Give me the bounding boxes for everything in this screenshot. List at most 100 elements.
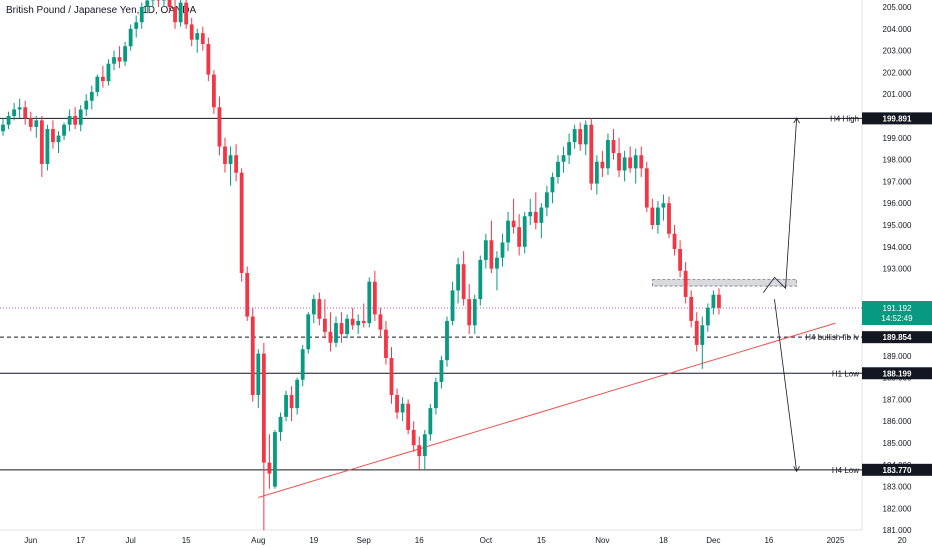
- candle-body: [184, 2, 189, 25]
- candle-body: [378, 314, 383, 330]
- candle-body: [28, 118, 33, 127]
- candle-body: [567, 142, 571, 156]
- candle-body: [622, 157, 627, 171]
- candle-body: [689, 296, 694, 321]
- candle-body: [633, 155, 638, 169]
- candle-body: [500, 242, 505, 258]
- candle-body: [617, 153, 621, 171]
- level-label: H4 High: [830, 114, 859, 123]
- y-tick-label: 198.000: [883, 156, 912, 165]
- current-price-label: 191.192: [883, 304, 912, 313]
- candle-body: [217, 107, 222, 147]
- candle-body: [195, 33, 200, 40]
- candle-body: [528, 211, 533, 217]
- candle-body: [389, 357, 394, 396]
- x-tick-label: 16: [415, 536, 424, 545]
- level-value-label: 199.891: [883, 114, 912, 123]
- candle-body: [667, 203, 671, 234]
- candle-body: [495, 257, 499, 269]
- candle-body: [467, 299, 472, 326]
- candle-body: [700, 325, 705, 345]
- level-value-label: 188.199: [883, 369, 912, 378]
- trendline: [258, 322, 836, 498]
- candle-body: [411, 429, 416, 446]
- y-tick-label: 181.000: [883, 526, 912, 535]
- level-value-bg: [862, 112, 932, 125]
- candle-body: [223, 146, 227, 164]
- x-tick-label: Sep: [357, 536, 372, 545]
- candle-body: [472, 299, 477, 326]
- candle-body: [705, 307, 710, 326]
- candle-body: [422, 434, 427, 457]
- chart-title: British Pound / Japanese Yen, 1D, OANDA: [6, 5, 197, 16]
- candle-body: [73, 116, 78, 125]
- level-value-bg: [862, 463, 932, 476]
- projection-down-path: [774, 299, 798, 472]
- candle-body: [239, 172, 244, 273]
- candle-body: [661, 203, 666, 208]
- candle-body: [400, 403, 405, 413]
- candle-body: [445, 320, 449, 361]
- x-tick-label: Nov: [595, 536, 609, 545]
- level-value-label: 183.770: [883, 466, 912, 475]
- y-tick-label: 201.000: [883, 90, 912, 99]
- resistance-zone: [651, 279, 798, 287]
- x-tick-label: Jun: [24, 536, 37, 545]
- candle-body: [306, 314, 311, 350]
- candle-body: [439, 360, 444, 382]
- x-tick-label: 20: [898, 536, 907, 545]
- x-tick-label: 15: [182, 536, 191, 545]
- candle-body: [456, 264, 460, 291]
- candle-body: [284, 395, 288, 417]
- candle-body: [6, 116, 11, 125]
- x-tick-label: 2025: [827, 536, 845, 545]
- candle-body: [278, 416, 283, 433]
- candle-body: [611, 139, 616, 154]
- candle-body: [395, 395, 399, 413]
- candle-body: [23, 107, 28, 119]
- candle-body: [189, 24, 194, 40]
- candle-body: [78, 109, 83, 125]
- y-tick-label: 196.000: [883, 199, 912, 208]
- y-tick-label: 199.000: [883, 134, 912, 143]
- candle-body: [101, 76, 105, 82]
- y-tick-label: 202.000: [883, 68, 912, 77]
- x-tick-label: Dec: [706, 536, 720, 545]
- x-tick-label: 15: [537, 536, 546, 545]
- candle-body: [234, 155, 238, 173]
- x-tick-label: 19: [309, 536, 318, 545]
- countdown-label: 14:52:49: [881, 314, 913, 323]
- candle-body: [295, 379, 300, 409]
- candle-body: [67, 116, 72, 125]
- candle-body: [34, 120, 39, 127]
- candle-body: [711, 294, 716, 308]
- y-tick-label: 185.000: [883, 439, 912, 448]
- candle-body: [256, 353, 261, 396]
- level-label: H1 Low: [832, 369, 859, 378]
- x-tick-label: 16: [764, 536, 773, 545]
- candle-body: [406, 403, 411, 430]
- candle-body: [533, 211, 538, 223]
- current-price-bg: [862, 301, 932, 326]
- candle-body: [117, 57, 122, 62]
- y-tick-label: 195.000: [883, 221, 912, 230]
- candle-body: [561, 155, 566, 162]
- candle-body: [300, 349, 305, 380]
- x-tick-label: 18: [659, 536, 668, 545]
- candle-body: [539, 207, 544, 223]
- y-tick-label: 193.000: [883, 265, 912, 274]
- candle-body: [556, 161, 560, 178]
- candle-body: [17, 107, 22, 110]
- candle-body: [39, 120, 44, 164]
- candle-body: [12, 109, 16, 116]
- y-tick-label: 189.000: [883, 352, 912, 361]
- candle-body: [656, 207, 660, 225]
- candle-body: [683, 270, 688, 297]
- candle-body: [317, 299, 322, 319]
- candle-body: [550, 177, 555, 193]
- candle-body: [178, 2, 183, 23]
- candle-body: [145, 0, 150, 7]
- candle-body: [289, 395, 294, 409]
- candle-body: [139, 7, 144, 23]
